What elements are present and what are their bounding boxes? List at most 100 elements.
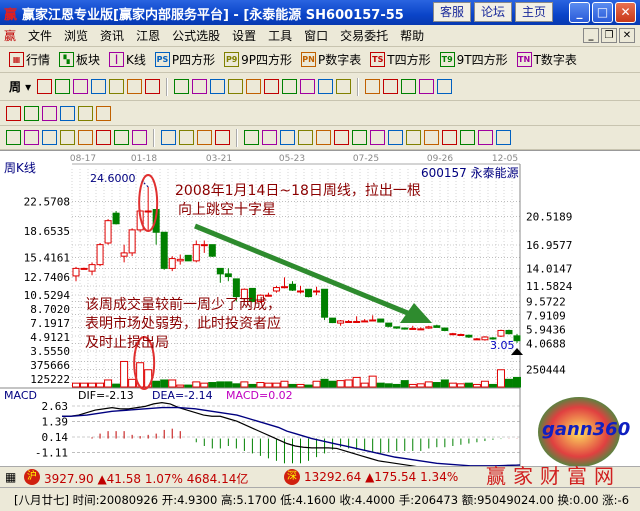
crosshair-icon[interactable] [383, 79, 399, 94]
arc-icon[interactable] [96, 130, 111, 145]
chart-area[interactable]: 22.5708 20.5189 18.6535 16.9577 15.4161 14.01… [0, 150, 640, 467]
candle-up [425, 326, 433, 329]
win-icon[interactable] [478, 130, 493, 145]
line-draw-icon[interactable] [401, 79, 417, 94]
menu-item-8[interactable]: 交易委托 [340, 29, 389, 43]
marker-icon[interactable] [352, 130, 367, 145]
menu-item-6[interactable]: 工具 [268, 29, 293, 43]
grid-icon[interactable] [24, 130, 39, 145]
menu-item-0[interactable]: 文件 [28, 29, 53, 43]
calendar-icon[interactable] [6, 105, 21, 121]
menu-item-1[interactable]: 浏览 [64, 29, 89, 43]
box-icon[interactable] [161, 130, 176, 145]
gold-line-icon[interactable] [334, 130, 349, 145]
toolbar-pn-button[interactable]: PN P数字表 [298, 51, 364, 68]
prev-icon[interactable] [210, 79, 226, 94]
self-select-icon[interactable] [55, 79, 71, 94]
fan-icon[interactable] [179, 130, 194, 145]
calculator-icon[interactable] [24, 105, 39, 121]
print-icon[interactable] [96, 105, 111, 121]
wave-icon[interactable] [437, 79, 453, 94]
save-icon[interactable] [60, 105, 75, 121]
close-button[interactable]: ✕ [615, 2, 636, 23]
expand-icon[interactable] [282, 79, 298, 94]
homepage-button[interactable]: 主页 [515, 2, 553, 22]
menu-item-3[interactable]: 江恩 [136, 29, 161, 43]
sine-icon[interactable] [370, 130, 385, 145]
t9-icon[interactable]: T9 [439, 52, 455, 67]
reverse-icon[interactable] [460, 130, 475, 145]
quote-table-icon[interactable]: ▦ [9, 52, 24, 67]
first-icon[interactable] [174, 79, 190, 94]
period-dropdown[interactable]: 周 ▾ [9, 80, 32, 94]
mdi-restore-button[interactable]: ❐ [601, 28, 617, 43]
compare-icon[interactable] [37, 79, 53, 94]
fib-icon[interactable] [78, 130, 93, 145]
shenzhen-index[interactable]: 13292.64 ▲175.54 1.34% [304, 470, 459, 484]
toolbar-sector-blocks-button[interactable]: ▚ 板块 [56, 51, 103, 68]
gold-angle-icon[interactable] [442, 130, 457, 145]
toolbar-ts-button[interactable]: TS T四方形 [367, 51, 433, 68]
square-fan-icon[interactable] [197, 130, 212, 145]
candle-type-icon[interactable] [109, 79, 125, 94]
menu-item-2[interactable]: 资讯 [100, 29, 125, 43]
gold-grid-icon[interactable] [42, 130, 57, 145]
pn-icon[interactable]: PN [301, 52, 317, 67]
hand-icon[interactable] [365, 79, 381, 94]
section-icon[interactable] [419, 79, 435, 94]
mdi-close-button[interactable]: ✕ [619, 28, 635, 43]
scale-icon[interactable] [244, 130, 259, 145]
percent-grid-icon[interactable] [298, 130, 313, 145]
toolbar-kline-button[interactable]: ┃ K线 [106, 51, 149, 68]
more2-icon[interactable] [215, 130, 230, 145]
sector-blocks-icon[interactable]: ▚ [59, 52, 75, 67]
p9-icon[interactable]: P9 [224, 52, 240, 67]
low-marker-icon [511, 348, 523, 355]
kline-chart[interactable]: 22.5708 20.5189 18.6535 16.9577 15.4161 14.01… [0, 151, 640, 467]
more-icon[interactable] [132, 130, 147, 145]
menu-item-7[interactable]: 窗口 [304, 29, 329, 43]
network-icon[interactable] [78, 105, 93, 121]
toolbar-ps-button[interactable]: PS P四方形 [152, 51, 218, 68]
pen-icon[interactable] [6, 130, 21, 145]
last-icon[interactable] [192, 79, 208, 94]
zoom-in-icon[interactable] [318, 79, 334, 94]
bar9-icon[interactable] [91, 79, 107, 94]
pen2-icon[interactable] [114, 130, 129, 145]
gold-icon[interactable] [388, 130, 403, 145]
bar-icon[interactable] [73, 79, 89, 94]
toolbar-p9-button[interactable]: P9 9P四方形 [221, 51, 295, 68]
shanghai-index[interactable]: 3927.90 ▲41.58 1.07% 4684.14亿 [44, 472, 249, 486]
tn-icon[interactable]: TN [516, 52, 532, 67]
kline-icon[interactable]: ┃ [109, 52, 125, 67]
flag-icon[interactable] [145, 79, 161, 94]
toolbar-tn-button[interactable]: TN T数字表 [514, 51, 580, 68]
maximize-button[interactable]: □ [592, 2, 613, 23]
index-table-icon[interactable]: ▦ [5, 470, 17, 484]
percent-icon[interactable] [280, 130, 295, 145]
chart-icon[interactable] [127, 79, 143, 94]
gold-grid2-icon[interactable] [60, 130, 75, 145]
percent-line-icon[interactable] [262, 130, 277, 145]
notes-icon[interactable] [42, 105, 57, 121]
forum-button[interactable]: 论坛 [474, 2, 512, 22]
customer-service-button[interactable]: 客服 [433, 2, 471, 22]
f-angle-icon[interactable] [424, 130, 439, 145]
next-icon[interactable] [228, 79, 244, 94]
toolbar-quote-table-button[interactable]: ▦ 行情 [6, 51, 53, 68]
ps-icon[interactable]: PS [154, 52, 170, 67]
mdi-minimize-button[interactable]: _ [583, 28, 599, 43]
j-angle-icon[interactable] [406, 130, 421, 145]
ts-icon[interactable]: TS [370, 52, 386, 67]
minimize-button[interactable]: _ [569, 2, 590, 23]
menu-item-9[interactable]: 帮助 [400, 29, 425, 43]
menu-item-4[interactable]: 公式选股 [172, 29, 221, 43]
four-angle-icon[interactable] [496, 130, 511, 145]
menu-item-5[interactable]: 设置 [232, 29, 257, 43]
shrink-icon[interactable] [300, 79, 316, 94]
gold-circle-icon[interactable] [316, 130, 331, 145]
left-diamond-icon[interactable] [246, 79, 262, 94]
right-diamond-icon[interactable] [264, 79, 280, 94]
toolbar-t9-button[interactable]: T9 9T四方形 [437, 51, 511, 68]
zoom-out-icon[interactable] [336, 79, 352, 94]
